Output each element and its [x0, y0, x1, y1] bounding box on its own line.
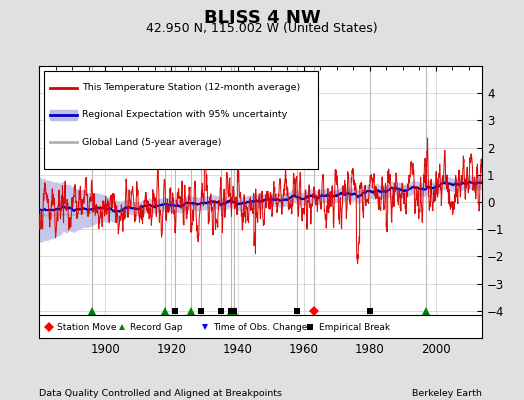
Text: Regional Expectation with 95% uncertainty: Regional Expectation with 95% uncertaint…: [82, 110, 288, 120]
Bar: [43, 72, 318, 169]
Bar: [39, 315, 482, 338]
Text: This Temperature Station (12-month average): This Temperature Station (12-month avera…: [82, 83, 300, 92]
Text: BLISS 4 NW: BLISS 4 NW: [204, 9, 320, 27]
Text: Global Land (5-year average): Global Land (5-year average): [82, 138, 222, 147]
Text: Record Gap: Record Gap: [130, 323, 183, 332]
Text: Berkeley Earth: Berkeley Earth: [412, 389, 482, 398]
Text: Station Move: Station Move: [58, 323, 117, 332]
Text: Time of Obs. Change: Time of Obs. Change: [213, 323, 307, 332]
Text: 42.950 N, 115.002 W (United States): 42.950 N, 115.002 W (United States): [146, 22, 378, 35]
Text: Data Quality Controlled and Aligned at Breakpoints: Data Quality Controlled and Aligned at B…: [39, 389, 282, 398]
Text: Empirical Break: Empirical Break: [319, 323, 390, 332]
